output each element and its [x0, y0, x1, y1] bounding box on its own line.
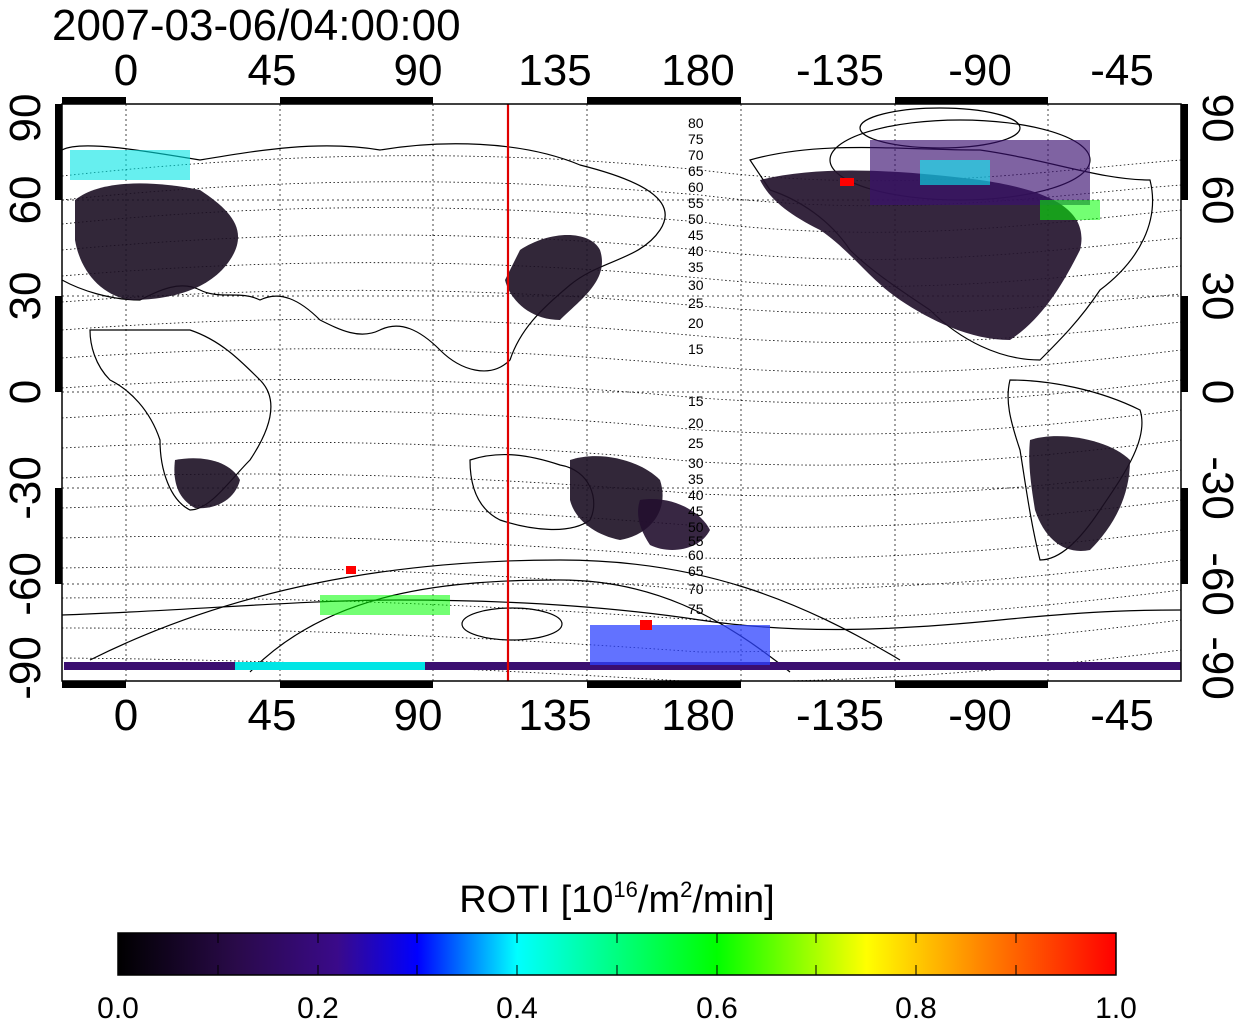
top-lon-label: 180 [661, 46, 734, 95]
colorbar-tick-label: 0.8 [895, 992, 937, 1024]
left-axis-labels: 90 60 30 0 -30 -60 -90 [1, 94, 50, 700]
colorbar-title-sup1: 16 [613, 877, 637, 902]
contour-label-s35: 35 [688, 471, 704, 487]
colorbar-title-prefix: ROTI [10 [459, 879, 613, 921]
roti-patch-red-south-atlantic [346, 566, 356, 574]
contour-label-60: 60 [688, 179, 704, 195]
contour-label-s15: 15 [688, 393, 704, 409]
contour-labels-south: 15 20 25 30 35 40 45 50 55 60 65 70 75 [688, 393, 704, 617]
frame-tick-bands [55, 97, 1188, 688]
contour-label-20: 20 [688, 315, 704, 331]
contour-label-15: 15 [688, 341, 704, 357]
bottom-lon-label: 180 [661, 691, 734, 740]
roti-patch-antarctic-green [320, 595, 450, 615]
contour-label-s45: 45 [688, 503, 704, 519]
left-lat-label: -60 [1, 552, 50, 616]
contour-label-s20: 20 [688, 415, 704, 431]
roti-region-north-america [760, 170, 1082, 340]
contour-labels-north: 80 75 70 65 60 55 50 45 40 35 30 25 20 1… [688, 115, 704, 357]
right-lat-label: -60 [1193, 552, 1240, 616]
colorbar-title: ROTI [1016/m2/min] [459, 877, 774, 921]
colorbar-title-suffix: /min] [692, 879, 774, 921]
right-lat-label: 30 [1193, 272, 1240, 321]
bottom-lon-label: 45 [248, 691, 297, 740]
roti-region-east-asia [505, 235, 602, 320]
left-lat-label: 90 [1, 94, 50, 143]
magnetic-contours [62, 155, 1181, 681]
roti-patch-arctic-cyan [920, 160, 990, 185]
top-lon-label: 135 [518, 46, 591, 95]
top-lon-label: -90 [948, 46, 1012, 95]
contour-label-65: 65 [688, 163, 704, 179]
roti-data [64, 140, 1181, 670]
roti-region-eurasia [75, 183, 239, 300]
bottom-lon-label: -135 [796, 691, 884, 740]
contour-label-s65: 65 [688, 563, 704, 579]
colorbar-tick-label: 0.2 [297, 992, 339, 1024]
contour-label-s40: 40 [688, 487, 704, 503]
left-lat-label: -30 [1, 456, 50, 520]
bottom-lon-label: 135 [518, 691, 591, 740]
contour-label-s70: 70 [688, 581, 704, 597]
top-lon-label: 0 [114, 46, 138, 95]
colorbar-tick-label: 0.6 [696, 992, 738, 1024]
contour-label-s30: 30 [688, 455, 704, 471]
colorbar-ticks [217, 933, 1017, 975]
contour-label-70: 70 [688, 147, 704, 163]
bottom-lon-label: 90 [394, 691, 443, 740]
right-lat-label: 60 [1193, 176, 1240, 225]
right-lat-label: 90 [1193, 94, 1240, 143]
roti-band-antarctic-cyan [235, 662, 425, 670]
top-lon-label: -135 [796, 46, 884, 95]
roti-patch-arctic-green [1040, 200, 1100, 220]
colorbar-tick-label: 0.0 [97, 992, 139, 1024]
left-lat-label: 60 [1, 176, 50, 225]
contour-label-55: 55 [688, 195, 704, 211]
contour-label-30: 30 [688, 277, 704, 293]
left-lat-label: -90 [1, 636, 50, 700]
bottom-lon-label: 0 [114, 691, 138, 740]
contour-label-80: 80 [688, 115, 704, 131]
top-lon-label: 45 [248, 46, 297, 95]
contour-label-35: 35 [688, 259, 704, 275]
contour-label-s25: 25 [688, 435, 704, 451]
roti-patch-arctic-red [840, 178, 854, 186]
contour-label-s55: 55 [688, 533, 704, 549]
contour-label-45: 45 [688, 227, 704, 243]
contour-label-s75: 75 [688, 601, 704, 617]
contour-label-s50: 50 [688, 519, 704, 535]
roti-region-new-zealand [638, 499, 710, 550]
roti-region-south-africa [174, 458, 240, 509]
right-lat-label: -90 [1193, 636, 1240, 700]
roti-patch-antarctic-red [640, 620, 652, 630]
map-panel: 80 75 70 65 60 55 50 45 40 35 30 25 20 1… [55, 97, 1188, 688]
roti-band-antarctic [64, 662, 1181, 670]
right-lat-label: 0 [1193, 380, 1240, 404]
top-axis-labels: 0 45 90 135 180 -135 -90 -45 [114, 46, 1154, 95]
contour-label-50: 50 [688, 211, 704, 227]
bottom-axis-labels: 0 45 90 135 180 -135 -90 -45 [114, 691, 1154, 740]
top-lon-label: 90 [394, 46, 443, 95]
contour-label-25: 25 [688, 295, 704, 311]
roti-region-south-america [1029, 436, 1130, 551]
top-lon-label: -45 [1090, 46, 1154, 95]
colorbar-tick-labels: 0.0 0.2 0.4 0.6 0.8 1.0 [97, 992, 1137, 1024]
left-lat-label: 0 [1, 380, 50, 404]
contour-label-75: 75 [688, 131, 704, 147]
colorbar-title-mid: /m [638, 879, 680, 921]
timestamp-title: 2007-03-06/04:00:00 [52, 1, 461, 50]
colorbar-tick-label: 0.4 [496, 992, 538, 1024]
right-axis-labels: 90 60 30 0 -30 -60 -90 [1193, 94, 1240, 700]
colorbar-title-sup2: 2 [680, 877, 692, 902]
bottom-lon-label: -90 [948, 691, 1012, 740]
roti-patch-europe-cyan [70, 150, 190, 180]
colorbar-tick-label: 1.0 [1095, 992, 1137, 1024]
bottom-lon-label: -45 [1090, 691, 1154, 740]
contour-label-40: 40 [688, 243, 704, 259]
right-lat-label: -30 [1193, 456, 1240, 520]
left-lat-label: 30 [1, 272, 50, 321]
roti-patch-antarctic-blue [590, 625, 770, 665]
contour-label-s60: 60 [688, 547, 704, 563]
